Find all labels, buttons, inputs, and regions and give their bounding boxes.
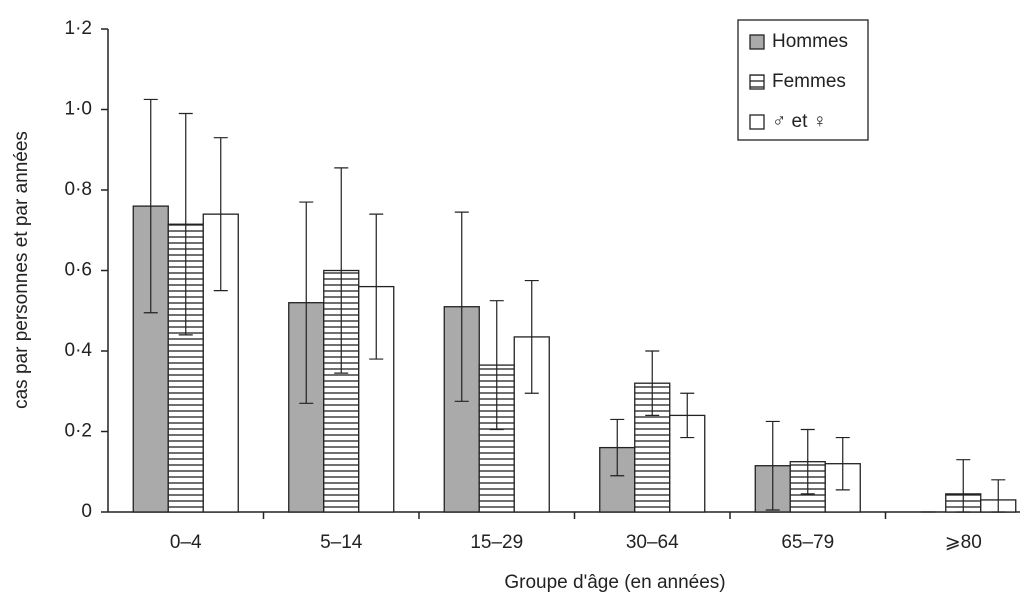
error-bar (454, 211, 469, 402)
error-bar (143, 98, 158, 314)
legend-swatch (749, 74, 765, 90)
error-bar (991, 479, 1006, 513)
error-bar (765, 420, 780, 511)
legend-label: Femmes (772, 71, 846, 92)
y-axis-label: cas par personnes et par années (11, 131, 32, 409)
legend-label: ♂ et ♀ (772, 111, 827, 132)
error-bar (178, 112, 193, 336)
error-bar (299, 201, 314, 404)
error-bar (645, 350, 660, 416)
x-tick-label: 65–79 (781, 532, 834, 553)
x-axis-label: Groupe d'âge (en années) (504, 572, 725, 593)
legend-label: Hommes (772, 31, 848, 52)
x-tick-label: 30–64 (626, 532, 679, 553)
error-bar (213, 137, 228, 292)
error-bar (680, 392, 695, 439)
error-bar (610, 418, 625, 477)
error-bar (524, 279, 539, 394)
y-tick-label: 0·6 (65, 260, 92, 281)
error-bar (835, 436, 850, 491)
error-bar (489, 300, 504, 431)
y-tick-label: 0·4 (65, 340, 93, 361)
x-tick-label: 15–29 (470, 532, 523, 553)
x-tick-label: ⩾80 (945, 532, 982, 553)
error-bar (369, 213, 384, 360)
x-tick-label: 0–4 (170, 532, 202, 553)
legend-swatch (749, 114, 765, 130)
y-tick-label: 1·2 (65, 18, 92, 39)
error-bar (334, 167, 349, 374)
legend-swatch (749, 34, 765, 50)
y-tick-label: 0·8 (65, 179, 92, 200)
error-bar (956, 459, 971, 513)
y-tick-label: 0 (81, 501, 92, 522)
y-tick-label: 0·2 (65, 421, 92, 442)
error-bar (800, 428, 815, 495)
y-tick-label: 1·0 (65, 99, 92, 120)
x-tick-label: 5–14 (320, 532, 363, 553)
